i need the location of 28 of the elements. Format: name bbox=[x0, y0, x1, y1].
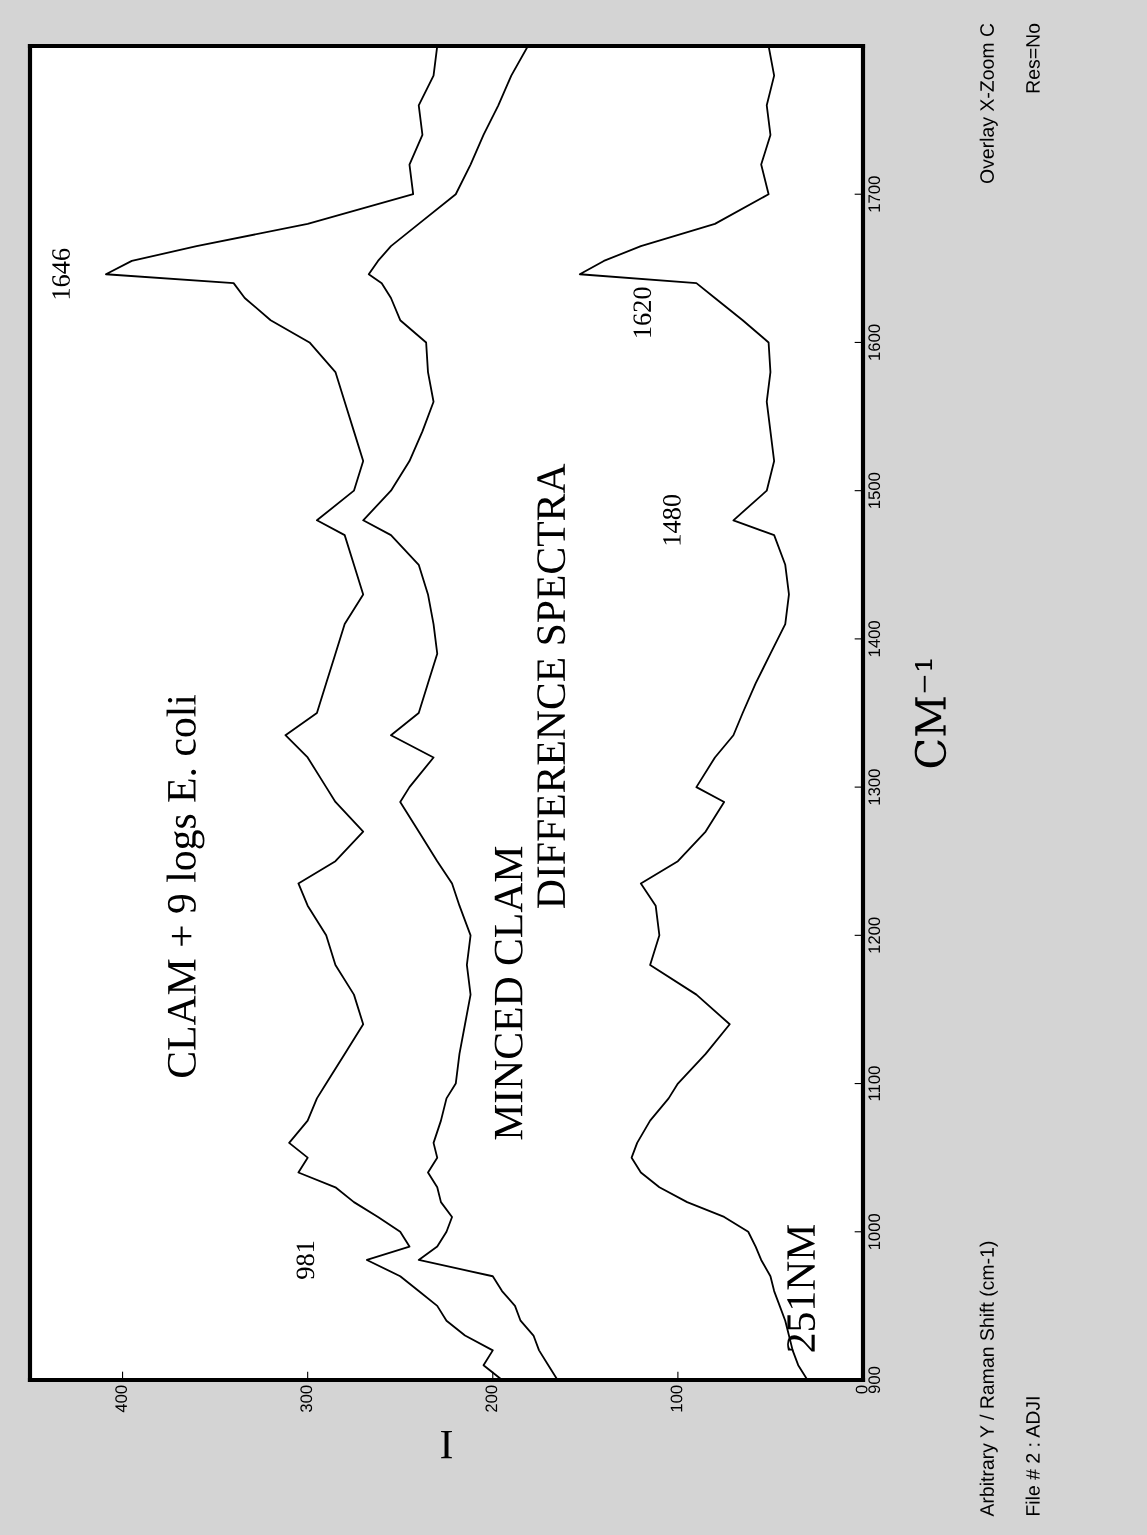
annotation: 1620 bbox=[633, 287, 652, 337]
text: Res=No bbox=[1026, 23, 1040, 93]
text: CLAM + 9 logs E. coli bbox=[166, 694, 205, 1078]
y-tick-label: 1100 bbox=[868, 1066, 881, 1101]
x-tick-label: 400 bbox=[115, 1385, 128, 1413]
text: DIFFERENCE SPECTRA bbox=[537, 463, 566, 908]
y-tick-label: 900 bbox=[868, 1366, 881, 1394]
x-tick-label: 300 bbox=[300, 1385, 313, 1413]
x-tick-label: 0 bbox=[855, 1385, 868, 1394]
x-tick-label: 200 bbox=[485, 1385, 498, 1412]
y-axis-title: CM⁻¹ bbox=[914, 659, 947, 768]
y-tick-label: 1000 bbox=[868, 1213, 881, 1250]
text: Overlay X-Zoom C bbox=[979, 23, 998, 184]
y-tick-label: 1600 bbox=[868, 324, 881, 360]
text: 251NM bbox=[787, 1224, 816, 1352]
text: File # 2 : ADJI bbox=[1025, 1397, 1040, 1515]
y-tick-label: 1700 bbox=[868, 176, 881, 212]
y-tick-label: 1500 bbox=[868, 472, 881, 508]
x-axis-title: I bbox=[441, 1430, 452, 1459]
text: Arbitrary Y / Raman Shift (cm-1) bbox=[979, 1241, 998, 1517]
x-tick-label: 100 bbox=[670, 1385, 683, 1412]
y-tick-label: 1300 bbox=[868, 769, 881, 805]
annotation: 1646 bbox=[52, 248, 70, 299]
y-tick-label: 1400 bbox=[868, 621, 881, 657]
annotation: 981 bbox=[296, 1241, 315, 1279]
annotation: 1480 bbox=[662, 494, 681, 545]
y-tick-label: 1200 bbox=[868, 917, 881, 953]
text: MINCED CLAM bbox=[494, 846, 523, 1140]
